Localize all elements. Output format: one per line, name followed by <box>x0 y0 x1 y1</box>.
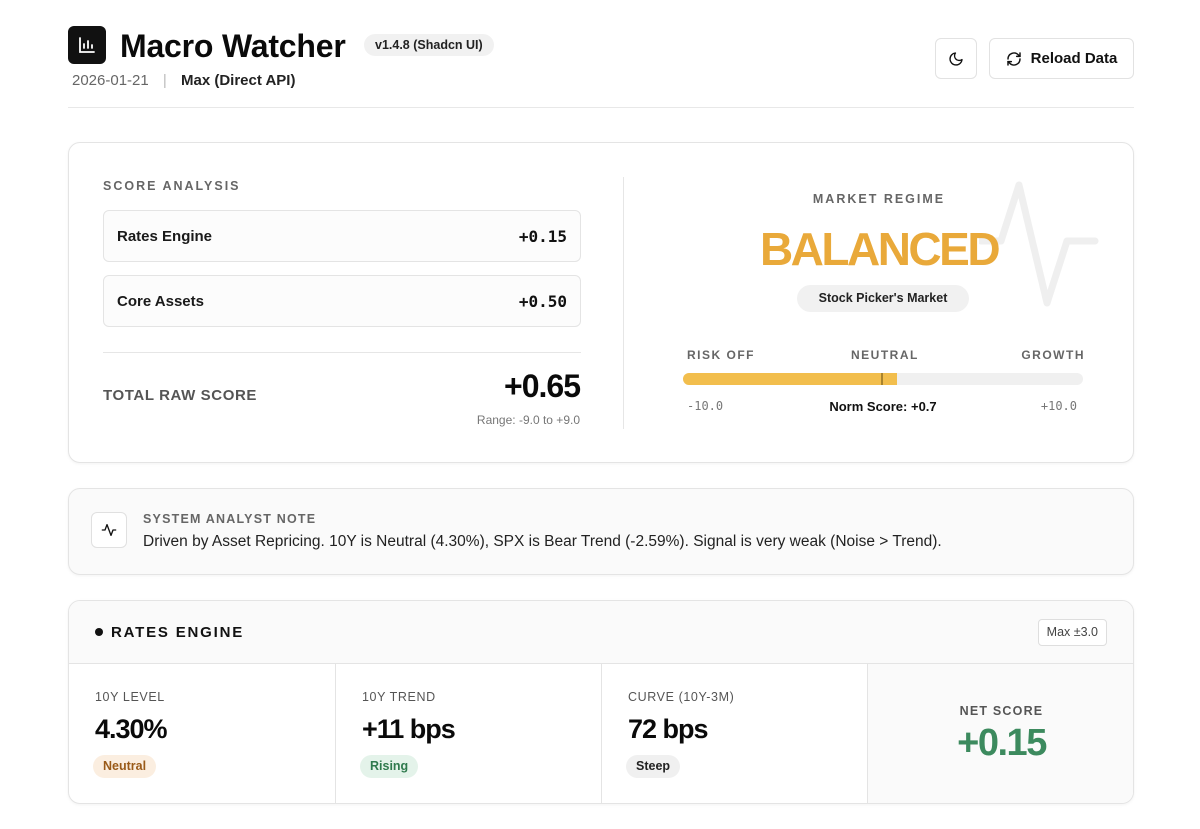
gauge-min-value: -10.0 <box>687 399 724 413</box>
score-analysis-label: SCORE ANALYSIS <box>103 179 241 193</box>
rates-engine-title: RATES ENGINE <box>111 624 245 641</box>
score-row-core-assets: Core Assets +0.50 <box>103 275 581 327</box>
metric-label: 10Y TREND <box>362 690 436 704</box>
bar-chart-icon <box>68 26 106 64</box>
gauge-scale-labels: RISK OFF NEUTRAL GROWTH <box>687 348 1084 364</box>
divider <box>623 177 624 429</box>
regime-gauge <box>683 373 1083 385</box>
meta-separator: | <box>162 72 167 89</box>
analyst-note-label: SYSTEM ANALYST NOTE <box>143 512 317 526</box>
status-badge: Rising <box>360 755 419 778</box>
net-score-label: NET SCORE <box>959 704 1044 718</box>
net-score-value: +0.15 <box>957 722 1047 764</box>
metric-value: 4.30% <box>95 714 168 744</box>
score-card: SCORE ANALYSIS Rates Engine +0.15 Core A… <box>68 142 1134 463</box>
status-badge: Neutral <box>93 755 157 778</box>
theme-toggle-button[interactable] <box>935 38 977 79</box>
metric-label: 10Y LEVEL <box>95 690 165 704</box>
header-meta: 2026-01-21 | Max (Direct API) <box>72 72 295 90</box>
gauge-max-value: +10.0 <box>1040 399 1077 413</box>
analyst-note-text: Driven by Asset Repricing. 10Y is Neutra… <box>143 533 942 550</box>
reload-data-label: Reload Data <box>1030 50 1118 67</box>
market-regime-value: BALANCED <box>759 223 1001 275</box>
pulse-watermark-icon <box>979 181 1099 307</box>
scale-label-growth: GROWTH <box>1021 348 1085 362</box>
moon-icon <box>949 51 963 66</box>
data-source: Max (Direct API) <box>180 72 296 89</box>
score-row-name: Core Assets <box>117 292 204 310</box>
reload-data-button[interactable]: Reload Data <box>989 38 1134 79</box>
bullet-dot-icon <box>95 628 103 636</box>
metric-10y-trend: 10Y TREND +11 bps Rising <box>336 664 602 803</box>
divider <box>103 352 581 353</box>
score-row-value: +0.50 <box>518 291 567 311</box>
scale-label-risk-off: RISK OFF <box>687 348 755 362</box>
analyst-note-card: SYSTEM ANALYST NOTE Driven by Asset Repr… <box>68 488 1134 575</box>
rates-engine-card: RATES ENGINE Max ±3.0 10Y LEVEL 4.30% Ne… <box>68 600 1134 804</box>
regime-gauge-center-marker <box>881 373 883 385</box>
activity-icon <box>91 512 127 548</box>
market-regime-label: MARKET REGIME <box>812 192 946 206</box>
max-range-badge: Max ±3.0 <box>1037 619 1107 646</box>
score-row-rates-engine: Rates Engine +0.15 <box>103 210 581 262</box>
metric-value: +11 bps <box>362 714 456 744</box>
metric-label: CURVE (10Y-3M) <box>628 690 735 704</box>
report-date: 2026-01-21 <box>72 72 149 89</box>
app-title: Macro Watcher <box>120 28 346 64</box>
total-raw-score-label: TOTAL RAW SCORE <box>103 387 258 404</box>
net-score-block: NET SCORE +0.15 <box>868 664 1133 803</box>
scale-label-neutral: NEUTRAL <box>851 348 919 362</box>
market-regime-subtitle: Stock Picker's Market <box>797 285 969 312</box>
score-row-value: +0.15 <box>518 226 567 246</box>
refresh-icon <box>1006 51 1021 66</box>
score-row-name: Rates Engine <box>117 227 213 245</box>
rates-engine-header: RATES ENGINE Max ±3.0 <box>69 601 1133 664</box>
regime-gauge-fill <box>683 373 897 385</box>
metric-curve: CURVE (10Y-3M) 72 bps Steep <box>602 664 868 803</box>
metric-10y-level: 10Y LEVEL 4.30% Neutral <box>69 664 336 803</box>
metric-value: 72 bps <box>628 714 709 744</box>
status-badge: Steep <box>626 755 681 778</box>
total-raw-score-value: +0.65 <box>504 368 581 404</box>
score-range: Range: -9.0 to +9.0 <box>476 413 580 427</box>
app-header: Macro Watcher v1.4.8 (Shadcn UI) 2026-01… <box>68 24 1134 108</box>
version-badge: v1.4.8 (Shadcn UI) <box>364 34 494 56</box>
norm-score: Norm Score: +0.7 <box>829 399 937 414</box>
